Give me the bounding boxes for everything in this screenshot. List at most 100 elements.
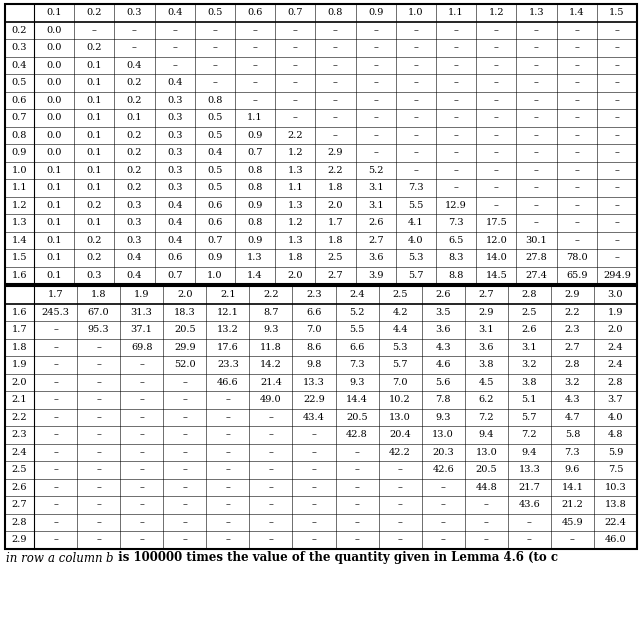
Text: –: –: [373, 26, 378, 35]
Text: 13.0: 13.0: [389, 413, 411, 422]
Text: –: –: [132, 26, 137, 35]
Text: 3.1: 3.1: [479, 325, 494, 334]
Text: 9.3: 9.3: [349, 378, 365, 387]
Text: 3.1: 3.1: [368, 201, 383, 210]
Text: –: –: [268, 430, 273, 439]
Text: –: –: [614, 253, 620, 262]
Text: 0.5: 0.5: [207, 166, 223, 175]
Text: 2.0: 2.0: [287, 271, 303, 280]
Text: –: –: [574, 219, 579, 227]
Text: 0.1: 0.1: [86, 131, 102, 140]
Text: –: –: [614, 236, 620, 245]
Text: 2.8: 2.8: [564, 360, 580, 370]
Text: 9.6: 9.6: [564, 465, 580, 474]
Text: –: –: [355, 483, 360, 491]
Text: –: –: [268, 517, 273, 527]
Text: 0.1: 0.1: [86, 183, 102, 193]
Text: 2.5: 2.5: [522, 308, 537, 317]
Text: –: –: [397, 465, 403, 474]
Text: –: –: [574, 96, 579, 105]
Text: 0.1: 0.1: [86, 113, 102, 122]
Text: 4.2: 4.2: [392, 308, 408, 317]
Text: 2.1: 2.1: [12, 396, 28, 404]
Text: 0.0: 0.0: [47, 113, 62, 122]
Text: –: –: [293, 113, 298, 122]
Text: 0.8: 0.8: [12, 131, 27, 140]
Text: 5.6: 5.6: [435, 378, 451, 387]
Text: –: –: [253, 43, 257, 52]
Text: –: –: [373, 43, 378, 52]
Text: –: –: [397, 500, 403, 509]
Text: –: –: [268, 448, 273, 457]
Text: –: –: [441, 535, 445, 544]
Text: 18.3: 18.3: [174, 308, 196, 317]
Text: 0.9: 0.9: [248, 131, 263, 140]
Text: –: –: [225, 535, 230, 544]
Text: 0.3: 0.3: [127, 8, 142, 17]
Text: –: –: [570, 535, 575, 544]
Text: 0.9: 0.9: [368, 8, 383, 17]
Text: –: –: [397, 517, 403, 527]
Text: –: –: [225, 517, 230, 527]
Text: 2.2: 2.2: [287, 131, 303, 140]
Text: 22.4: 22.4: [605, 517, 627, 527]
Text: 7.0: 7.0: [392, 378, 408, 387]
Text: 13.8: 13.8: [605, 500, 627, 509]
Text: –: –: [225, 465, 230, 474]
Text: 2.7: 2.7: [12, 500, 28, 509]
Text: 43.6: 43.6: [518, 500, 540, 509]
Text: –: –: [333, 96, 338, 105]
Text: 67.0: 67.0: [88, 308, 109, 317]
Text: –: –: [454, 96, 458, 105]
Text: 0.9: 0.9: [248, 201, 263, 210]
Text: 0.8: 0.8: [248, 219, 263, 227]
Text: –: –: [574, 43, 579, 52]
Text: 7.2: 7.2: [522, 430, 537, 439]
Text: –: –: [293, 26, 298, 35]
Text: 5.7: 5.7: [522, 413, 537, 422]
Text: –: –: [527, 535, 532, 544]
Text: 2.6: 2.6: [522, 325, 537, 334]
Text: 2.0: 2.0: [177, 290, 193, 299]
Text: –: –: [53, 465, 58, 474]
Text: 8.8: 8.8: [449, 271, 464, 280]
Text: 2.4: 2.4: [12, 448, 28, 457]
Text: 2.6: 2.6: [435, 290, 451, 299]
Text: 0.0: 0.0: [47, 131, 62, 140]
Text: 1.1: 1.1: [287, 183, 303, 193]
Text: 0.1: 0.1: [86, 61, 102, 70]
Text: 0.3: 0.3: [12, 43, 28, 52]
Text: 2.0: 2.0: [608, 325, 623, 334]
Text: 52.0: 52.0: [174, 360, 196, 370]
Text: 30.1: 30.1: [525, 236, 547, 245]
Text: –: –: [140, 448, 144, 457]
Text: –: –: [534, 201, 539, 210]
Text: –: –: [268, 483, 273, 491]
Text: 1.9: 1.9: [134, 290, 149, 299]
Text: –: –: [140, 465, 144, 474]
Text: 20.5: 20.5: [174, 325, 196, 334]
Text: –: –: [614, 183, 620, 193]
Text: 44.8: 44.8: [476, 483, 497, 491]
Text: 2.7: 2.7: [328, 271, 343, 280]
Text: 3.2: 3.2: [564, 378, 580, 387]
Text: –: –: [182, 396, 187, 404]
Text: –: –: [53, 483, 58, 491]
Text: 5.7: 5.7: [392, 360, 408, 370]
Text: 9.4: 9.4: [479, 430, 494, 439]
Text: –: –: [140, 360, 144, 370]
Text: –: –: [534, 78, 539, 87]
Text: 14.4: 14.4: [346, 396, 368, 404]
Text: –: –: [96, 396, 101, 404]
Text: –: –: [333, 43, 338, 52]
Text: 1.2: 1.2: [488, 8, 504, 17]
Text: –: –: [614, 61, 620, 70]
Text: 5.3: 5.3: [408, 253, 424, 262]
Text: –: –: [454, 148, 458, 157]
Text: 49.0: 49.0: [260, 396, 282, 404]
Text: 0.1: 0.1: [86, 96, 102, 105]
Text: 3.1: 3.1: [522, 343, 537, 352]
Text: 1.1: 1.1: [448, 8, 464, 17]
Text: 2.3: 2.3: [306, 290, 322, 299]
Text: –: –: [574, 61, 579, 70]
